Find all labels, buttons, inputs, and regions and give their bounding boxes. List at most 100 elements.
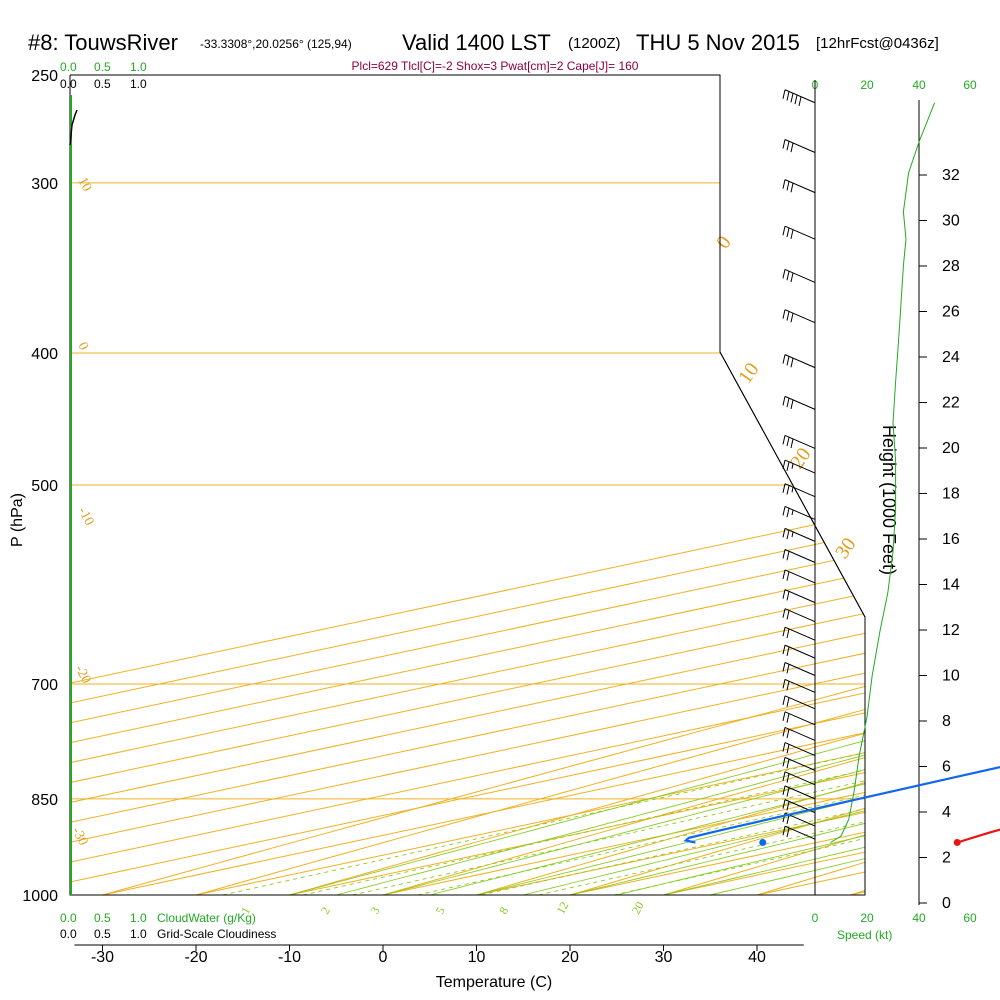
wind-barb xyxy=(782,825,816,840)
mixing-ratio-label: 5 xyxy=(433,905,448,917)
height-tick-label: 8 xyxy=(942,713,951,730)
wind-barb-staff xyxy=(784,771,816,786)
wind-barb-flag xyxy=(786,697,790,707)
wind-barb-flag xyxy=(786,311,790,321)
height-tick-label: 18 xyxy=(942,486,960,503)
wind-barb-flag xyxy=(786,646,790,657)
height-tick-label: 30 xyxy=(942,213,960,230)
wind-barb-staff xyxy=(784,459,816,474)
skew-edge-line xyxy=(719,351,866,618)
dry-adiabat-line xyxy=(102,75,865,895)
wind-barb-flag xyxy=(786,681,790,691)
wind-barb-flag xyxy=(786,551,790,561)
height-tick-label: 6 xyxy=(942,759,951,776)
wind-barb-flag xyxy=(786,530,790,540)
wind-barb xyxy=(782,506,816,520)
mixing-ratio-line xyxy=(352,352,865,895)
wind-barb-staff xyxy=(784,225,816,240)
wind-barb-flag xyxy=(786,485,790,495)
height-tick-label: 14 xyxy=(942,577,960,594)
wind-barb xyxy=(782,771,816,786)
height-tick-label: 0 xyxy=(942,895,951,912)
wind-barb-flag xyxy=(798,96,802,107)
wind-barb-flag xyxy=(782,89,786,99)
wind-barb-flag xyxy=(786,437,790,447)
cloudiness-tick-bottom-1: 0.5 xyxy=(94,927,111,941)
dry-adiabat-line xyxy=(382,75,865,895)
wind-barb xyxy=(782,549,816,563)
wind-barb-staff xyxy=(784,626,816,641)
pressure-tick-label: 300 xyxy=(31,176,58,193)
wind-barb-flag xyxy=(782,695,786,705)
wind-barb-flag xyxy=(786,729,790,739)
wind-barb-flag xyxy=(786,91,790,101)
wind-speed-tick-bottom-1: 20 xyxy=(860,911,874,925)
wind-barb-half-flag xyxy=(791,487,794,493)
cloudwater-tick-top-1: 0.5 xyxy=(94,60,111,74)
wind-barb-flag xyxy=(782,627,786,637)
cloudwater-tick-bottom-0: 0.0 xyxy=(60,911,77,925)
wind-barb xyxy=(782,483,816,498)
wind-barb-flag xyxy=(782,269,786,279)
wind-barb-staff xyxy=(784,711,816,726)
moist-adiabat-line xyxy=(289,75,865,895)
wind-barb xyxy=(782,527,816,542)
wind-speed-profile-line xyxy=(830,102,936,843)
forecast-hour: [12hrFcst@0436z] xyxy=(816,35,939,52)
wind-barb-flag xyxy=(790,93,794,103)
wind-barb-staff xyxy=(784,569,816,584)
wind-barb xyxy=(782,179,816,194)
wind-barb-flag xyxy=(782,354,786,364)
valid-time: Valid 1400 LST xyxy=(402,30,551,55)
wind-barb-flag xyxy=(786,571,790,581)
wind-barb-flag xyxy=(782,662,786,672)
wind-barb-flag xyxy=(782,139,786,149)
wind-barb-flag xyxy=(782,309,786,319)
wind-barb xyxy=(782,711,816,726)
zulu-time: (1200Z) xyxy=(568,35,621,52)
wind-barb-flag xyxy=(786,141,790,151)
height-tick-label: 20 xyxy=(942,440,960,457)
temperature-tick-label: 10 xyxy=(468,949,486,966)
height-tick-label: 2 xyxy=(942,850,951,867)
wind-barb-flag xyxy=(786,508,790,518)
wind-barb-staff xyxy=(784,742,816,757)
wind-barb-flag xyxy=(782,506,786,516)
wind-barb-flag xyxy=(790,399,794,410)
wind-barb-staff xyxy=(784,506,816,520)
background-lines xyxy=(70,75,865,895)
dry-adiabat-line xyxy=(756,75,865,895)
wind-barb-flag xyxy=(786,398,790,408)
wind-barb-flag xyxy=(786,227,790,238)
isotherm-label: -10 xyxy=(74,505,96,529)
wind-barb-staff xyxy=(784,695,816,710)
moist-adiabat-line xyxy=(382,75,865,895)
wind-barb xyxy=(782,89,816,107)
wind-barb-flag xyxy=(782,459,786,470)
height-tick-label: 28 xyxy=(942,258,960,275)
wind-barb-flag xyxy=(786,610,790,620)
wind-barb-flag xyxy=(790,438,794,449)
wind-barb-flag xyxy=(782,569,786,580)
wind-barb-flag xyxy=(786,591,790,601)
cloudiness-tick-top-1: 0.5 xyxy=(94,77,111,91)
isotherm-line xyxy=(70,75,865,895)
wind-barb-staff xyxy=(784,608,816,623)
mixing-ratio-label: 12 xyxy=(553,899,571,916)
pressure-tick-label: 700 xyxy=(31,677,58,694)
height-tick-label: 22 xyxy=(942,395,960,412)
height-tick-label: 16 xyxy=(942,531,960,548)
wind-barb-flag xyxy=(786,814,790,824)
wind-barb-flag xyxy=(782,226,786,236)
wind-barb xyxy=(782,434,816,449)
wind-barb xyxy=(782,589,816,604)
wind-barb xyxy=(782,726,816,741)
wind-barb-staff xyxy=(784,644,816,659)
cloudiness-tick-top-2: 1.0 xyxy=(130,77,147,91)
isotherm-line xyxy=(70,75,865,895)
wind-barb-flag xyxy=(782,528,786,538)
wind-barb-flag xyxy=(794,95,798,105)
